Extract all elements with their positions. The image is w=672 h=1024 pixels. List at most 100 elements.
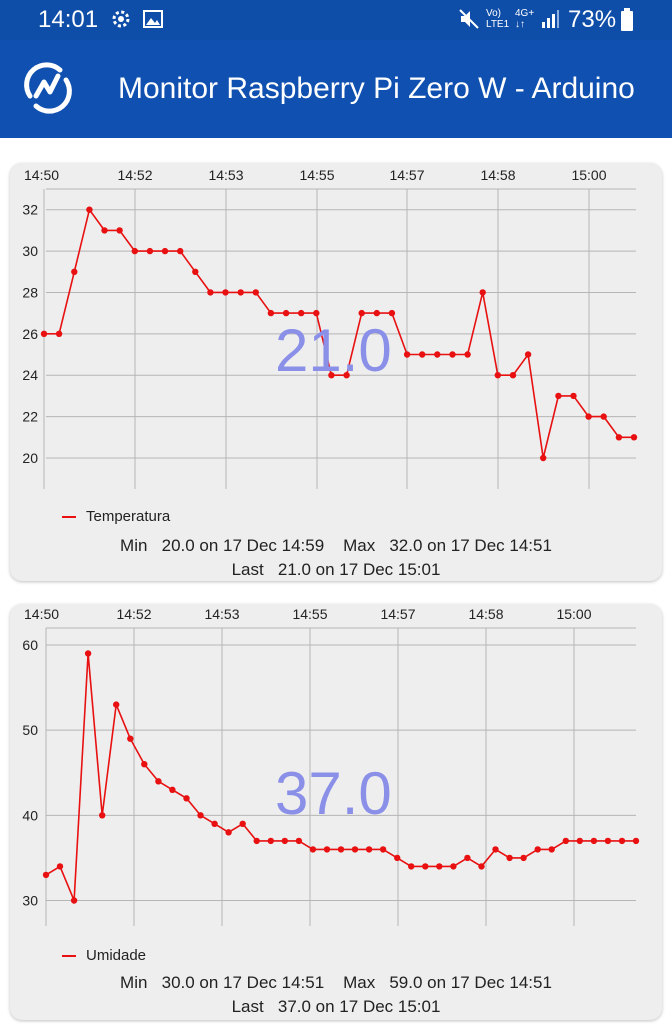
data-point xyxy=(600,413,607,420)
clock: 14:01 xyxy=(38,6,99,33)
chart-legend: Umidade xyxy=(62,947,146,964)
data-point xyxy=(309,846,317,853)
data-point xyxy=(127,735,134,742)
data-point xyxy=(169,786,176,793)
data-point xyxy=(131,247,138,255)
data-point xyxy=(540,454,547,462)
stats-min-max: Min 30.0 on 17 Dec 14:51 Max 59.0 on 17 … xyxy=(120,973,552,992)
data-point xyxy=(604,837,612,845)
legend-line-swatch xyxy=(62,955,76,958)
image-icon xyxy=(142,8,164,35)
volte-label: Vo) xyxy=(486,8,502,19)
data-point xyxy=(55,330,63,337)
data-point xyxy=(373,309,380,317)
data-point xyxy=(155,778,162,785)
humidity-chart-card: 30 40 50 60 14:50 14:52 14:53 14:55 14:57 14:58 15… xyxy=(10,604,662,1020)
x-tick-label: 15:00 xyxy=(571,167,606,183)
current-temperature-value: 21.0 xyxy=(275,317,392,384)
data-point xyxy=(71,268,78,275)
data-point xyxy=(379,846,387,853)
gauge-logo-icon xyxy=(20,60,76,116)
x-tick-label: 14:55 xyxy=(292,606,327,622)
data-point xyxy=(239,820,246,827)
data-point xyxy=(207,289,214,296)
data-point xyxy=(252,289,259,296)
data-point xyxy=(615,434,623,441)
data-point xyxy=(524,351,532,358)
data-point xyxy=(177,247,184,255)
x-tick-label: 15:00 xyxy=(556,606,591,622)
x-tick-label: 14:52 xyxy=(116,606,151,622)
data-point xyxy=(351,846,359,853)
data-point xyxy=(630,434,638,441)
stats-min-max: Min 20.0 on 17 Dec 14:59 Max 32.0 on 17 … xyxy=(120,536,552,555)
x-tick-label: 14:53 xyxy=(208,167,243,183)
data-point xyxy=(548,846,555,853)
data-point xyxy=(197,812,204,819)
data-point xyxy=(632,837,640,845)
y-tick-label: 28 xyxy=(22,284,38,300)
x-tick-label: 14:52 xyxy=(117,167,152,183)
data-point xyxy=(56,863,64,870)
data-point xyxy=(323,846,331,853)
y-tick-label: 50 xyxy=(22,722,38,738)
data-point xyxy=(116,227,123,234)
data-point xyxy=(464,351,471,358)
data-point xyxy=(492,846,499,853)
data-point xyxy=(281,837,288,845)
data-point xyxy=(450,863,457,870)
data-point xyxy=(253,837,260,845)
lte-label: LTE1 xyxy=(486,19,510,30)
data-point xyxy=(388,309,396,317)
humidity-chart: 30 40 50 60 14:50 14:52 14:53 14:55 14:57 14:58 15… xyxy=(22,606,640,926)
app-title: Monitor Raspberry Pi Zero W - Arduino xyxy=(118,72,635,105)
data-point xyxy=(555,392,562,400)
y-tick-label: 32 xyxy=(22,202,38,218)
y-tick-label: 60 xyxy=(22,637,38,653)
data-point xyxy=(434,351,441,358)
network-label: 4G+ xyxy=(515,8,535,19)
legend-label-temperatura: Temperatura xyxy=(86,508,171,525)
data-point xyxy=(225,829,232,836)
data-point xyxy=(211,820,218,827)
data-point xyxy=(570,392,577,400)
y-tick-label: 30 xyxy=(22,243,38,259)
data-point xyxy=(403,351,411,358)
data-point xyxy=(70,897,78,904)
stats-last: Last 21.0 on 17 Dec 15:01 xyxy=(231,560,441,579)
data-point xyxy=(464,854,471,862)
x-tick-label: 14:50 xyxy=(24,606,59,622)
temperature-chart: 20 22 24 26 28 30 32 14:50 14:52 14:53 14:55 14:57 1… xyxy=(22,167,638,489)
data-point xyxy=(298,309,305,317)
data-point xyxy=(509,372,517,379)
data-point xyxy=(183,795,190,802)
data-point xyxy=(42,871,50,879)
data-point xyxy=(478,863,485,870)
data-point xyxy=(328,372,335,379)
data-point xyxy=(343,372,350,379)
x-tick-label: 14:58 xyxy=(480,167,515,183)
x-tick-label: 14:57 xyxy=(389,167,424,183)
signal-icon xyxy=(540,8,560,35)
data-point xyxy=(99,812,106,819)
battery-icon xyxy=(620,8,634,37)
x-tick-label: 14:55 xyxy=(299,167,334,183)
data-point xyxy=(585,413,592,420)
data-point xyxy=(267,837,274,845)
data-point xyxy=(84,650,92,657)
x-tick-label: 14:57 xyxy=(380,606,415,622)
y-tick-label: 26 xyxy=(22,326,38,342)
data-point xyxy=(141,761,148,768)
data-point xyxy=(337,846,345,853)
data-point xyxy=(358,309,365,317)
data-point xyxy=(146,247,154,255)
data-point xyxy=(86,206,93,213)
legend-line-swatch xyxy=(62,516,76,519)
y-tick-label: 24 xyxy=(22,367,38,383)
stats-last: Last 37.0 on 17 Dec 15:01 xyxy=(231,997,441,1016)
data-point xyxy=(40,330,48,337)
status-bar: 14:01 Vo) LTE1 4G+ ↓↑ 73% xyxy=(0,0,672,40)
data-point xyxy=(113,701,120,708)
y-tick-label: 30 xyxy=(22,892,38,908)
data-point xyxy=(408,863,415,870)
